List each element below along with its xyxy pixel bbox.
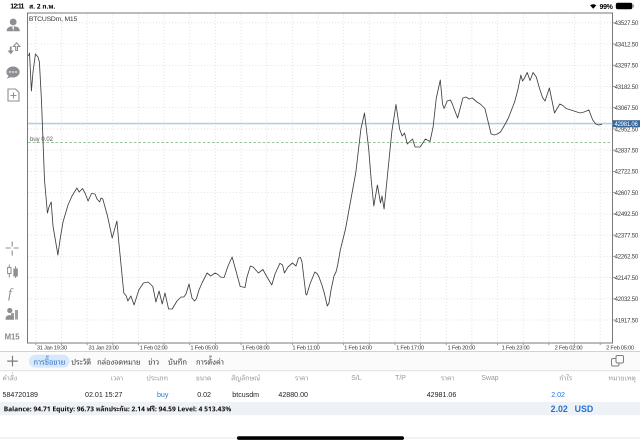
svg-text:1 Feb 20:00: 1 Feb 20:00 <box>447 346 475 352</box>
svg-text:41917.50: 41917.50 <box>615 318 639 324</box>
svg-text:42880.00: 42880.00 <box>278 391 308 399</box>
svg-text:42262.50: 42262.50 <box>615 255 639 261</box>
svg-text:0.02: 0.02 <box>197 391 211 399</box>
svg-text:1 Feb 05:00: 1 Feb 05:00 <box>190 346 218 352</box>
svg-text:42377.50: 42377.50 <box>615 233 639 239</box>
svg-text:1 Feb 23:00: 1 Feb 23:00 <box>502 346 530 352</box>
svg-text:584720189: 584720189 <box>3 391 39 399</box>
svg-text:1 Feb 02:00: 1 Feb 02:00 <box>140 346 168 352</box>
svg-text:43297.50: 43297.50 <box>615 64 639 70</box>
svg-text:42981.06: 42981.06 <box>615 122 639 128</box>
svg-text:1 Feb 11:00: 1 Feb 11:00 <box>292 346 319 352</box>
svg-text:42492.50: 42492.50 <box>615 212 639 218</box>
svg-text:43412.50: 43412.50 <box>615 42 639 48</box>
svg-text:1 Feb 08:00: 1 Feb 08:00 <box>242 346 270 352</box>
svg-text:2.02: 2.02 <box>551 391 565 399</box>
svg-text:f: f <box>8 287 14 302</box>
svg-text:T/P: T/P <box>395 375 406 382</box>
svg-text:43527.50: 43527.50 <box>615 21 639 27</box>
svg-text:btcusdm: btcusdm <box>232 391 259 399</box>
svg-text:42981.06: 42981.06 <box>427 391 457 399</box>
svg-text:31 Jan 23:00: 31 Jan 23:00 <box>89 346 119 352</box>
svg-text:1 Feb 14:00: 1 Feb 14:00 <box>344 346 372 352</box>
svg-text:2 Feb 02:00: 2 Feb 02:00 <box>555 346 583 352</box>
svg-text:42837.50: 42837.50 <box>615 148 639 154</box>
svg-text:42722.50: 42722.50 <box>615 170 639 176</box>
svg-text:2 Feb 05:00: 2 Feb 05:00 <box>606 346 634 352</box>
svg-text:02.01 15:27: 02.01 15:27 <box>85 391 123 399</box>
svg-text:USD: USD <box>575 404 594 414</box>
svg-text:S/L: S/L <box>351 375 362 382</box>
svg-text:buy: buy <box>157 391 169 399</box>
svg-text:99%: 99% <box>600 4 614 11</box>
svg-text:42952.50: 42952.50 <box>615 127 639 133</box>
svg-text:42032.50: 42032.50 <box>615 297 639 303</box>
svg-text:43182.50: 43182.50 <box>615 85 639 91</box>
svg-text:42147.50: 42147.50 <box>615 276 639 282</box>
svg-text:M15: M15 <box>5 332 21 341</box>
svg-text:42607.50: 42607.50 <box>615 191 639 197</box>
svg-text:2.02: 2.02 <box>551 404 568 414</box>
svg-text:Swap: Swap <box>481 375 498 382</box>
svg-text:12:11: 12:11 <box>10 4 24 11</box>
svg-text:43067.50: 43067.50 <box>615 106 639 112</box>
svg-text:buy 0.02: buy 0.02 <box>30 137 54 143</box>
svg-text:1 Feb 17:00: 1 Feb 17:00 <box>396 346 424 352</box>
svg-text:BTCUSDm, M15: BTCUSDm, M15 <box>29 16 78 23</box>
svg-text:31 Jan 19:30: 31 Jan 19:30 <box>37 346 67 352</box>
